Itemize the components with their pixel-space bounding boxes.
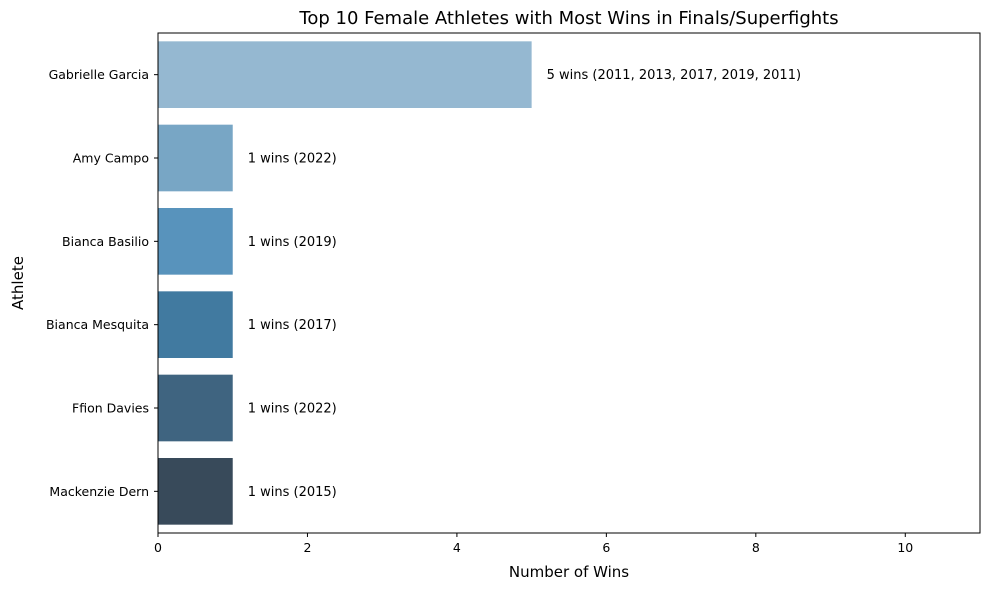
plot-frame <box>157 32 981 534</box>
data-label: 1 wins (2022) <box>248 402 337 417</box>
y-tick-label: Bianca Basilio <box>62 234 149 249</box>
bar <box>158 208 233 275</box>
data-label: 1 wins (2019) <box>248 235 337 250</box>
x-tick-label: 10 <box>897 540 913 555</box>
data-label: 1 wins (2022) <box>248 152 337 167</box>
bar <box>158 291 233 358</box>
chart-title: Top 10 Female Athletes with Most Wins in… <box>298 8 838 29</box>
y-axis-label: Athlete <box>9 256 27 310</box>
y-tick-label: Bianca Mesquita <box>46 317 149 332</box>
data-label: 1 wins (2015) <box>248 485 337 500</box>
y-tick-label: Mackenzie Dern <box>49 484 149 499</box>
y-tick-labels: Gabrielle Garcia Amy Campo Bianca Basilio B… <box>46 67 158 499</box>
x-axis-label: Number of Wins <box>509 563 629 581</box>
bar <box>158 124 233 192</box>
bars-group <box>158 41 532 525</box>
bar <box>158 458 233 525</box>
data-label: 5 wins (2011, 2013, 2017, 2019, 2011) <box>547 68 801 83</box>
x-tick-label: 6 <box>602 540 610 555</box>
x-tick-label: 0 <box>154 540 162 555</box>
data-labels: 5 wins (2011, 2013, 2017, 2019, 2011) 1 w… <box>248 68 801 500</box>
y-tick-label: Amy Campo <box>73 151 149 166</box>
y-tick-label: Ffion Davies <box>72 401 149 416</box>
data-label: 1 wins (2017) <box>248 318 337 333</box>
y-tick-label: Gabrielle Garcia <box>49 67 149 82</box>
bar <box>158 374 233 442</box>
x-tick-label: 4 <box>453 540 461 555</box>
bar <box>158 41 532 109</box>
x-tick-label: 8 <box>752 540 760 555</box>
x-ticks: 0 2 4 6 8 10 <box>154 533 913 555</box>
x-tick-label: 2 <box>303 540 311 555</box>
